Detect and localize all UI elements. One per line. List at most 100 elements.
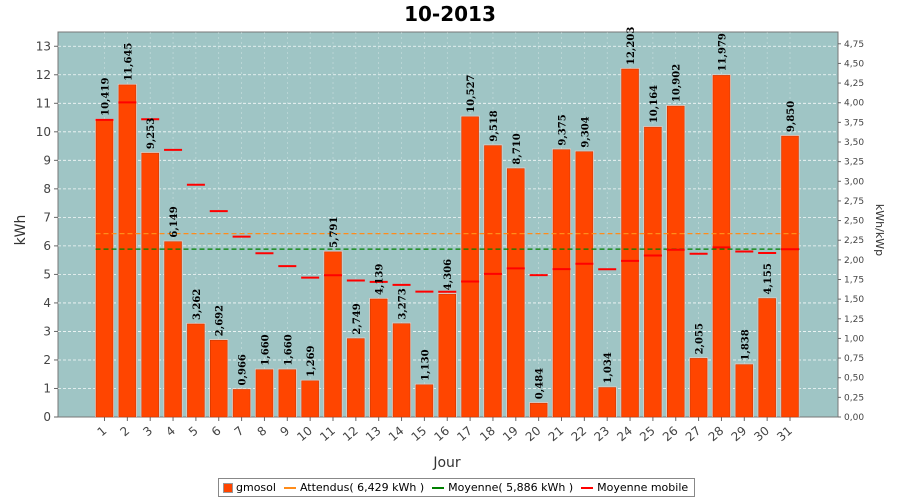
x-tick-label: 25 bbox=[637, 424, 658, 445]
legend-label: Moyenne( 5,886 kWh ) bbox=[448, 481, 574, 494]
legend-item-gmosol[interactable]: gmosol bbox=[223, 481, 276, 494]
bar bbox=[781, 135, 799, 418]
y-tick-label: 10 bbox=[36, 125, 51, 139]
data-label: 3,262 bbox=[192, 289, 203, 320]
y2-axis: 0,00 0,25 0,50 0,75 1,00 1,25 1,50 1,75 2,00 2,25… bbox=[838, 40, 864, 423]
y2-tick-label: 0,75 bbox=[844, 354, 864, 364]
y2-tick-label: 1,50 bbox=[844, 295, 864, 305]
bar bbox=[141, 152, 159, 418]
data-label: 10,527 bbox=[466, 74, 477, 112]
bar bbox=[164, 241, 182, 418]
x-tick-label: 23 bbox=[591, 424, 612, 445]
data-label: 9,304 bbox=[580, 116, 591, 147]
y2-tick-label: 2,50 bbox=[844, 217, 864, 227]
data-label: 1,034 bbox=[603, 352, 614, 383]
x-axis-label: Jour bbox=[432, 455, 461, 471]
legend-swatch-orange-dashed bbox=[283, 486, 296, 489]
bar bbox=[507, 168, 525, 418]
legend-item-moyenne-mobile[interactable]: Moyenne mobile bbox=[581, 481, 688, 494]
y2-tick-label: 4,50 bbox=[844, 59, 864, 69]
data-label: 2,692 bbox=[215, 305, 226, 336]
bar bbox=[735, 364, 754, 418]
bar bbox=[758, 298, 776, 418]
legend-item-attendus[interactable]: Attendus( 6,429 kWh ) bbox=[283, 481, 425, 494]
bar bbox=[369, 298, 388, 418]
x-tick-label: 22 bbox=[569, 424, 590, 445]
x-tick-label: 6 bbox=[209, 424, 224, 440]
y-tick-label: 5 bbox=[43, 267, 51, 281]
data-label: 10,419 bbox=[101, 78, 112, 116]
x-tick-label: 14 bbox=[386, 424, 407, 445]
y2-tick-label: 3,00 bbox=[844, 177, 864, 187]
x-tick-label: 1 bbox=[95, 424, 110, 440]
y2-tick-label: 0,50 bbox=[844, 374, 864, 384]
y-tick-label: 6 bbox=[43, 239, 51, 253]
x-tick-label: 26 bbox=[660, 424, 681, 445]
y-tick-label: 3 bbox=[43, 324, 51, 338]
x-tick-label: 20 bbox=[523, 424, 544, 445]
data-label: 1,660 bbox=[260, 334, 271, 365]
y2-tick-label: 4,25 bbox=[844, 79, 864, 89]
bar bbox=[598, 387, 616, 418]
data-label: 3,273 bbox=[398, 288, 409, 319]
y2-tick-label: 4,75 bbox=[844, 40, 864, 50]
x-tick-label: 31 bbox=[774, 424, 795, 445]
y2-tick-label: 1,75 bbox=[844, 276, 864, 286]
y2-tick-label: 0,00 bbox=[844, 413, 864, 423]
y-tick-label: 0 bbox=[43, 410, 51, 424]
y-tick-label: 13 bbox=[36, 39, 51, 53]
legend-item-moyenne[interactable]: Moyenne( 5,886 kWh ) bbox=[432, 481, 573, 494]
x-tick-label: 12 bbox=[340, 424, 361, 445]
y-tick-label: 7 bbox=[43, 210, 51, 224]
chart-title: 10-2013 bbox=[404, 2, 496, 26]
legend-swatch-green-dashed bbox=[432, 486, 445, 489]
y2-tick-label: 3,50 bbox=[844, 138, 864, 148]
data-label: 9,518 bbox=[489, 110, 500, 141]
bar bbox=[95, 119, 114, 418]
x-tick-label: 10 bbox=[294, 424, 315, 445]
x-tick-label: 27 bbox=[683, 424, 704, 445]
data-label: 10,164 bbox=[649, 85, 660, 123]
bar bbox=[301, 380, 319, 418]
bar bbox=[712, 75, 731, 418]
x-tick-label: 15 bbox=[409, 424, 430, 445]
legend-label: Attendus( 6,429 kWh ) bbox=[299, 481, 425, 494]
x-tick-label: 9 bbox=[277, 424, 292, 440]
data-label: 2,055 bbox=[695, 323, 706, 354]
data-label: 11,979 bbox=[717, 33, 728, 71]
data-label: 1,130 bbox=[420, 349, 431, 380]
y2-tick-label: 3,25 bbox=[844, 158, 864, 168]
x-tick-label: 4 bbox=[163, 424, 178, 440]
bar bbox=[575, 151, 594, 418]
data-labels: 10,419 11,645 9,253 6,149 3,262 2,692 0,966 1,6… bbox=[101, 27, 798, 400]
data-label: 1,660 bbox=[283, 334, 294, 365]
x-tick-label: 28 bbox=[706, 424, 727, 445]
x-tick-label: 21 bbox=[546, 424, 567, 445]
data-label: 4,306 bbox=[443, 259, 454, 290]
legend: gmosol Attendus( 6,429 kWh ) Moyenne( 5,… bbox=[218, 478, 696, 497]
data-label: 0,966 bbox=[238, 354, 249, 385]
x-axis: 1 2 3 4 5 6 7 8 9 10 11 12 13 14 15 16 17 18 19 20 21 22 23 24 2… bbox=[95, 417, 795, 444]
x-tick-label: 19 bbox=[500, 424, 521, 445]
bar-series bbox=[95, 67, 800, 418]
moving-average-markers bbox=[95, 101, 799, 293]
data-label: 2,749 bbox=[352, 303, 363, 334]
bar bbox=[667, 105, 685, 418]
data-label: 8,710 bbox=[512, 133, 523, 164]
y-tick-label: 1 bbox=[43, 381, 51, 395]
bar bbox=[118, 84, 137, 418]
y-tick-label: 4 bbox=[43, 296, 51, 310]
x-tick-label: 24 bbox=[614, 424, 635, 445]
x-tick-label: 3 bbox=[140, 424, 155, 440]
y2-tick-label: 1,25 bbox=[844, 315, 864, 325]
y2-tick-label: 3,75 bbox=[844, 118, 864, 128]
y-axis-label: kWh bbox=[13, 215, 29, 246]
x-tick-label: 16 bbox=[431, 424, 452, 445]
bar bbox=[324, 251, 342, 418]
data-label: 4,139 bbox=[375, 264, 386, 295]
bar bbox=[461, 116, 479, 418]
bar bbox=[484, 145, 502, 418]
bar bbox=[415, 384, 434, 418]
x-tick-label: 18 bbox=[477, 424, 498, 445]
